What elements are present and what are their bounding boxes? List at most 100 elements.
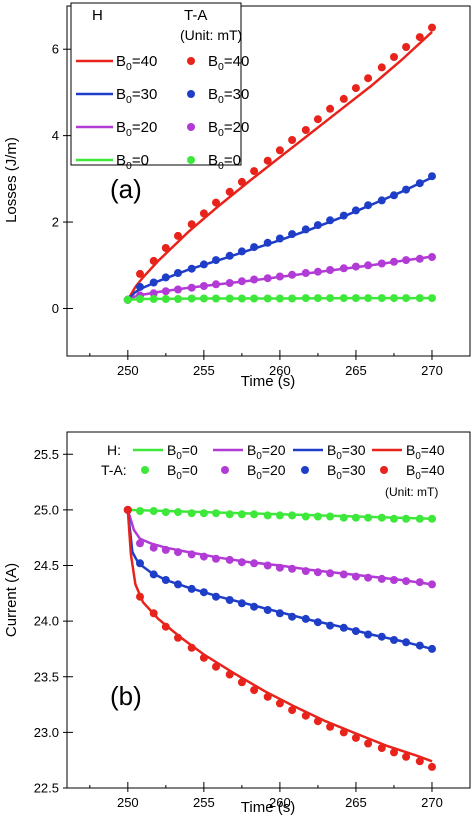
panel-b-point-B0=0 [428,514,436,523]
panel-b-point-B0=40 [301,711,310,720]
panel-b-x-ticks: 250 255 260 265 270 [89,782,443,810]
panel-b-point-B0=30 [237,599,246,608]
panel-b-point-B0=30 [174,580,182,589]
panel-a-point-B0=30 [390,191,398,200]
panel-a-point-B0=30 [161,273,170,282]
panel-b-y-axis-label: Current (A) [3,563,20,637]
panel-b-legend-label-ta-B0=40: B0=40 [406,462,445,482]
panel-a-legend-unit-note: (Unit: mT) [180,27,242,43]
panel-b-point-B0=30 [351,627,360,636]
panel-b-point-B0=40 [288,706,297,715]
panel-b-point-B0=30 [149,570,158,579]
panel-a-point-B0=40 [301,126,310,134]
panel-a-point-B0=20 [174,285,182,294]
panel-a-point-B0=20 [149,289,158,298]
panel-b-legend-label-h-B0=40: B0=40 [406,442,445,462]
panel-b-legend-label-ta-B0=30-base: B [327,462,336,478]
panel-b-point-B0=0 [225,510,234,519]
panel-b-legend-label-ta-B0=30: B0=30 [327,462,366,482]
panel-b-chart: 250 255 260 265 270 22.5 23.0 23.5 24.0 24.5 25.0… [3,431,471,816]
panel-b-point-B0=20 [402,577,411,586]
panel-a-point-B0=30 [250,243,259,252]
panel-a-legend-label-h-B0=20-value: =20 [132,119,157,136]
panel-b-legend-label-ta-B0=0-sub: 0 [176,471,182,482]
panel-b-plot-frame [66,431,471,789]
panel-a-point-B0=0 [136,295,144,303]
panel-b-point-B0=40 [428,762,436,771]
panel-b-point-B0=20 [288,564,297,573]
panel-b-point-B0=30 [390,636,398,644]
panel-b-point-B0=40 [250,686,259,695]
panel-a-legend-label-ta-B0=40: B0=40 [208,53,249,73]
panel-a-point-B0=0 [390,294,398,303]
panel-b-point-B0=40 [313,717,322,726]
panel-a-point-B0=20 [199,282,208,290]
panel-b-point-B0=40 [415,757,424,766]
panel-b-point-B0=40 [364,739,373,748]
panel-b-point-B0=20 [161,545,170,554]
panel-b-point-B0=20 [339,570,348,579]
panel-a-legend-label-h-B0=30-base: B [116,86,126,103]
panel-b-point-B0=0 [390,514,398,523]
panel-a-legend-marker-B0=30 [187,90,195,98]
panel-b-point-B0=0 [149,507,158,515]
panel-b-point-B0=0 [275,511,284,520]
panel-a-point-B0=0 [339,294,348,303]
panel-b-legend-label-ta-B0=0-value: =0 [182,462,198,478]
panel-a-point-B0=30 [212,256,220,265]
panel-b-legend-label-h-B0=30: B0=30 [327,442,366,462]
panel-a-legend-header-h: H [92,7,103,24]
panel-a-y-axis-label: Losses (J/m) [3,137,20,223]
panel-a-point-B0=40 [402,43,411,51]
panel-a-legend-label-h-B0=40: B0=40 [116,53,157,73]
panel-a-point-B0=30 [237,247,246,256]
panel-b-point-B0=20 [301,567,310,576]
panel-a-point-B0=40 [339,94,348,103]
panel-b-y-tick-label: 23.5 [34,669,59,684]
panel-b-line-B0=40 [126,509,433,763]
panel-b-legend-label-h-B0=0-base: B [167,442,176,458]
panel-a-point-B0=0 [275,294,284,303]
panel-b-point-B0=0 [212,509,220,518]
panel-b-point-B0=0 [313,512,322,521]
panel-a-legend-label-ta-B0=0-base: B [208,152,218,169]
panel-a-series [123,23,436,304]
panel-b-point-B0=40 [123,505,132,514]
panel-b-point-B0=40 [149,609,158,618]
panel-b-point-B0=40 [339,728,348,737]
panel-a-point-B0=0 [301,294,310,303]
panel-a-x-tick-label: 265 [345,363,367,378]
panel-a-point-B0=30 [174,269,182,277]
panel-b-point-B0=40 [187,643,196,652]
panel-b-point-B0=20 [212,554,220,563]
panel-b-point-B0=0 [187,509,196,518]
panel-b-legend-label-ta-B0=40-base: B [406,462,415,478]
panel-b-point-B0=40 [263,692,272,701]
panel-b-point-B0=20 [428,580,436,589]
panel-a-point-B0=0 [250,294,259,303]
panel-a-point-B0=20 [364,261,373,270]
panel-a-legend-label-ta-B0=20: B0=20 [208,119,249,139]
panel-b-x-tick-label: 265 [345,795,367,810]
panel-a-point-B0=40 [390,53,398,61]
panel-a-point-B0=40 [313,115,322,124]
panel-a-point-B0=40 [415,33,424,42]
panel-b-x-tick-label: 255 [193,795,215,810]
panel-b-legend-label-h-B0=20-sub: 0 [256,451,262,462]
panel-b-legend-label-ta-B0=20-base: B [247,462,256,478]
panel-a-legend-label-h-B0=0-value: =0 [132,152,149,169]
panel-a-legend-label-h-B0=20-base: B [116,119,126,136]
panel-b-point-B0=30 [313,618,322,627]
panel-a-point-B0=30 [351,206,360,215]
panel-a-legend-label-h-B0=30: B0=30 [116,86,157,106]
panel-b-point-B0=30 [250,602,259,611]
panel-b-point-B0=0 [364,513,373,522]
panel-a-point-B0=40 [225,187,234,196]
panel-b-point-B0=40 [402,752,411,761]
panel-a-point-B0=0 [326,294,335,303]
panel-a-legend-label-h-B0=30-value: =30 [132,86,157,103]
panel-b-legend-label-ta-B0=20-sub: 0 [256,471,262,482]
panel-a-point-B0=0 [212,294,220,303]
panel-b-point-B0=0 [174,508,182,517]
